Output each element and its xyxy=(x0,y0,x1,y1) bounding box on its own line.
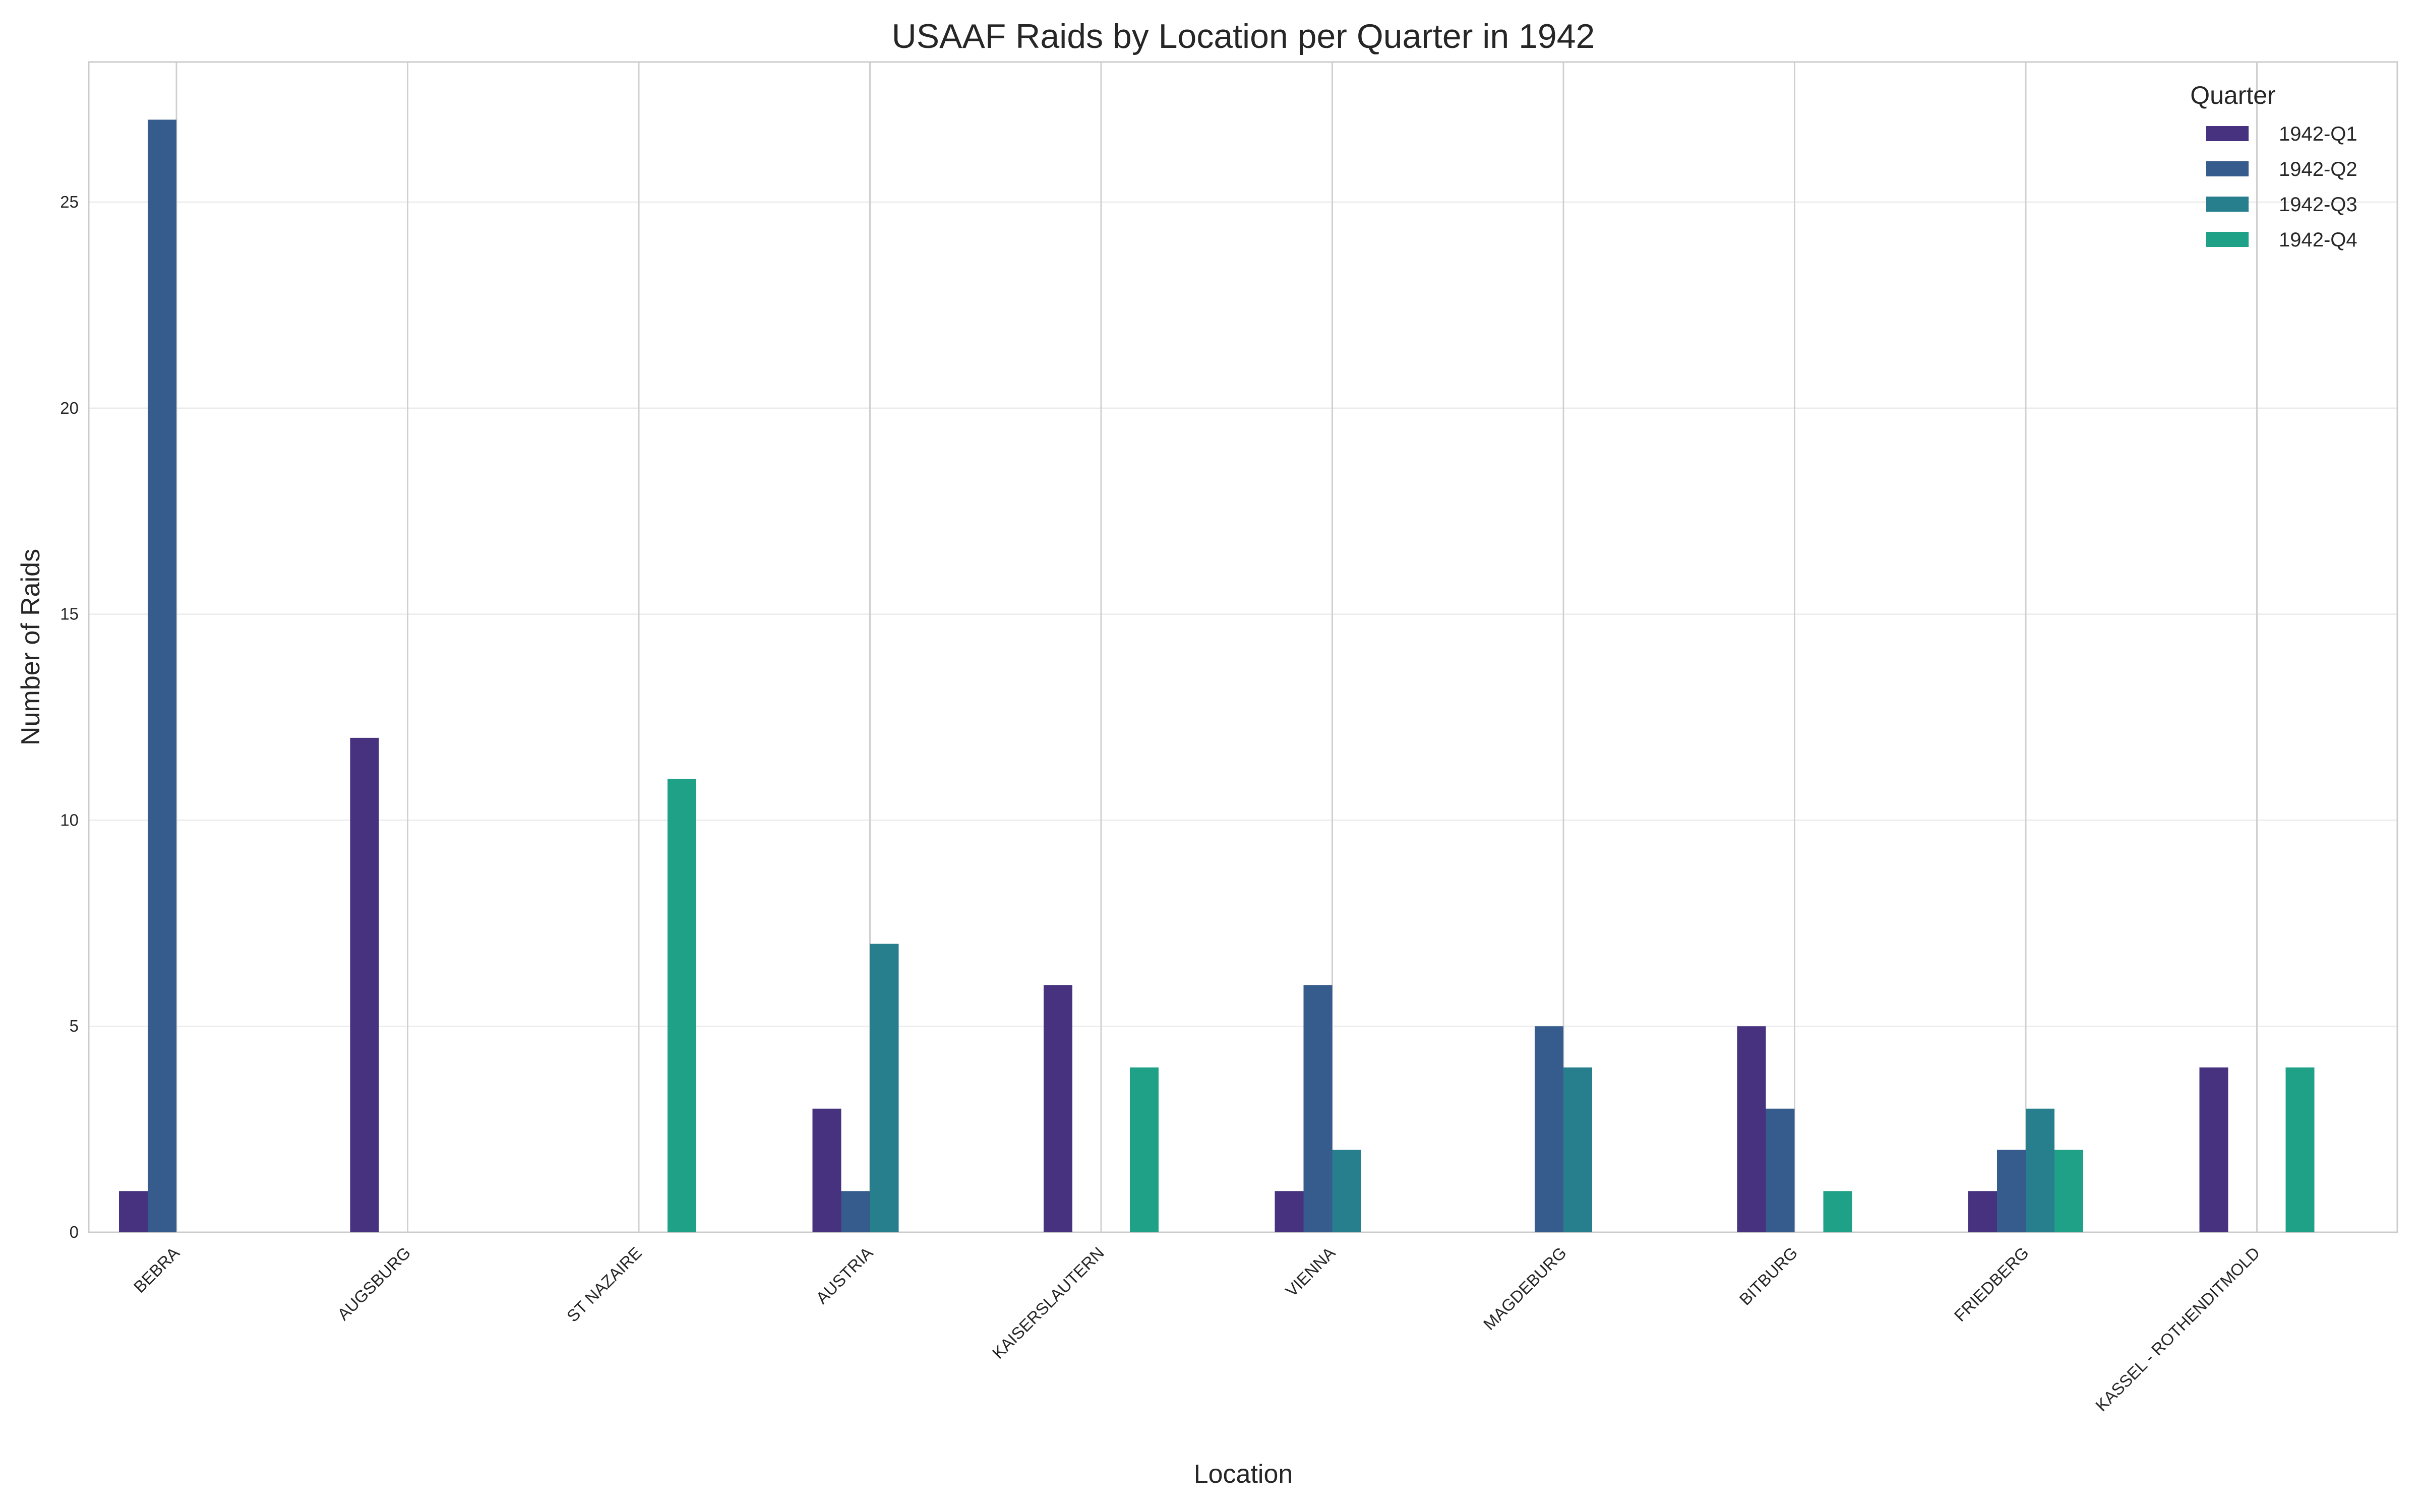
bar-1942-Q4-4 xyxy=(1130,1067,1159,1232)
bar-1942-Q2-3 xyxy=(841,1191,870,1232)
legend-swatch-1942-Q1 xyxy=(2206,126,2249,141)
plot-area-frame xyxy=(88,61,2398,1233)
chart-title: USAAF Raids by Location per Quarter in 1… xyxy=(892,17,1595,55)
bar-1942-Q4-8 xyxy=(2054,1150,2083,1232)
bar-1942-Q1-8 xyxy=(1968,1191,1997,1232)
y-axis-ticks: 0 5 10 15 20 25 xyxy=(60,193,79,1241)
legend-label-1942-Q2: 1942-Q2 xyxy=(2279,158,2357,180)
y-tick-label: 20 xyxy=(60,399,79,417)
bars xyxy=(119,119,2315,1232)
bar-1942-Q1-5 xyxy=(1275,1191,1304,1232)
legend-label-1942-Q3: 1942-Q3 xyxy=(2279,194,2357,216)
legend-swatch-1942-Q4 xyxy=(2206,232,2249,247)
bar-1942-Q4-7 xyxy=(1823,1191,1852,1232)
bar-1942-Q1-7 xyxy=(1737,1026,1766,1232)
legend-label-1942-Q4: 1942-Q4 xyxy=(2279,229,2357,251)
bar-1942-Q1-1 xyxy=(350,737,379,1232)
legend-swatch-1942-Q3 xyxy=(2206,197,2249,212)
bar-1942-Q1-3 xyxy=(812,1108,841,1232)
bar-1942-Q4-9 xyxy=(2285,1067,2315,1232)
y-tick-label: 5 xyxy=(70,1017,79,1035)
legend-title: Quarter xyxy=(2190,81,2276,109)
bar-1942-Q1-4 xyxy=(1044,985,1072,1232)
bar-1942-Q3-3 xyxy=(870,943,899,1232)
bar-1942-Q2-5 xyxy=(1303,985,1333,1232)
bar-1942-Q3-5 xyxy=(1332,1150,1361,1232)
legend-swatch-1942-Q2 xyxy=(2206,161,2249,176)
legend: Quarter 1942-Q1 1942-Q2 1942-Q3 1942-Q4 xyxy=(2190,81,2357,251)
bar-1942-Q3-8 xyxy=(2026,1108,2054,1232)
bar-1942-Q2-0 xyxy=(148,119,176,1232)
y-tick-label: 15 xyxy=(60,605,79,623)
y-axis-label: Number of Raids xyxy=(16,549,45,745)
x-axis-label: Location xyxy=(1194,1460,1293,1489)
y-tick-label: 0 xyxy=(70,1223,79,1241)
bar-1942-Q1-0 xyxy=(119,1191,148,1232)
legend-label-1942-Q1: 1942-Q1 xyxy=(2279,123,2357,145)
bar-1942-Q4-2 xyxy=(668,779,696,1232)
bar-1942-Q1-9 xyxy=(2199,1067,2228,1232)
y-tick-label: 10 xyxy=(60,810,79,829)
bar-1942-Q3-6 xyxy=(1563,1067,1592,1232)
bar-1942-Q2-7 xyxy=(1766,1108,1795,1232)
bar-1942-Q2-6 xyxy=(1535,1026,1563,1232)
y-tick-label: 25 xyxy=(60,193,79,211)
legend-items: 1942-Q1 1942-Q2 1942-Q3 1942-Q4 xyxy=(2206,123,2357,251)
bar-1942-Q2-8 xyxy=(1997,1150,2026,1232)
